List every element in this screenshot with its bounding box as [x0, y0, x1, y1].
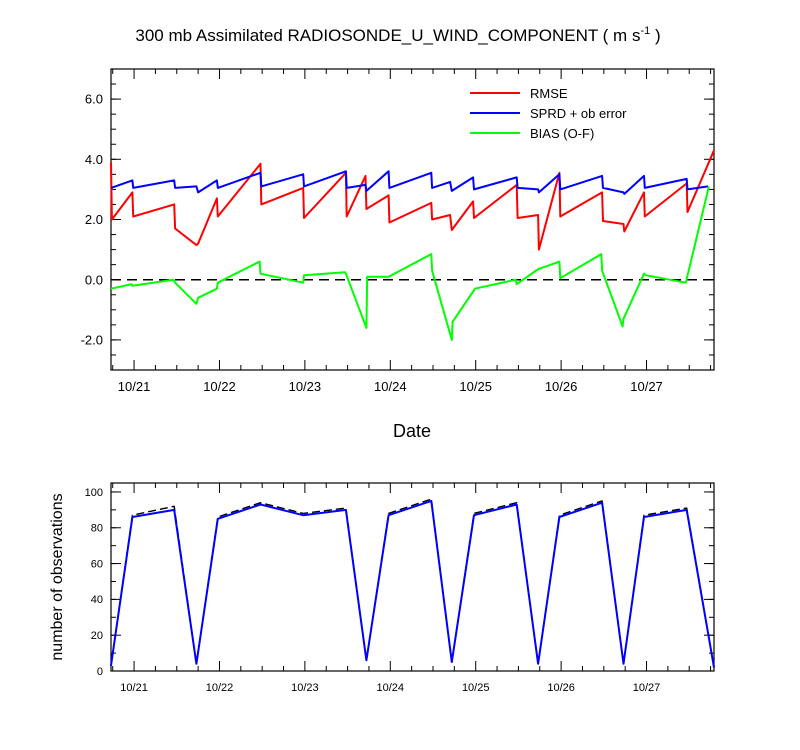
bottom-y-tick-label: 100	[85, 487, 103, 499]
top-chart: 10/21 10/22 10/23 10/24 10/25 10/26 10/27 -2.0 0…	[81, 68, 715, 394]
top-x-tick-label: 10/21	[118, 379, 151, 394]
legend-label: BIAS (O-F)	[530, 126, 594, 141]
top-chart-title: 300 mb Assimilated RADIOSONDE_U_WIND_COM…	[135, 25, 660, 45]
top-y-tick-label: 2.0	[85, 212, 103, 227]
top-chart-xlabel: Date	[393, 421, 431, 441]
bottom-y-tick-label: 60	[91, 558, 103, 570]
bottom-y-tick-label: 20	[91, 630, 103, 642]
bottom-x-tick-label: 10/22	[206, 682, 234, 694]
top-series-sprd-ob-error	[110, 170, 709, 195]
bottom-y-tick-label: 0	[97, 666, 103, 678]
legend-label: RMSE	[530, 86, 568, 101]
top-x-tick-label: 10/24	[374, 379, 407, 394]
top-x-tick-label: 10/27	[630, 379, 663, 394]
top-series-rmse	[110, 149, 715, 251]
bottom-y-tick-label: 80	[91, 523, 103, 535]
top-y-tick-label: -2.0	[81, 332, 103, 347]
bottom-x-tick-label: 10/27	[633, 682, 661, 694]
bottom-y-tick-label: 40	[91, 594, 103, 606]
bottom-x-tick-label: 10/24	[377, 682, 405, 694]
bottom-x-tick-label: 10/23	[291, 682, 319, 694]
bottom-x-tick-label: 10/25	[462, 682, 490, 694]
top-x-tick-label: 10/22	[203, 379, 236, 394]
bottom-x-tick-label: 10/21	[120, 682, 148, 694]
top-x-tick-label: 10/25	[459, 379, 492, 394]
top-x-tick-label: 10/26	[545, 379, 578, 394]
top-x-tick-label: 10/23	[289, 379, 322, 394]
legend-label: SPRD + ob error	[530, 106, 627, 121]
top-series-bias-o-f	[110, 186, 710, 341]
top-y-tick-label: 4.0	[85, 152, 103, 167]
bottom-series-possible-observations	[110, 498, 715, 668]
bottom-plot-frame	[110, 482, 715, 672]
bottom-x-tick-label: 10/26	[547, 682, 575, 694]
bottom-chart-ylabel: number of observations	[49, 493, 66, 660]
top-y-tick-label: 6.0	[85, 92, 103, 107]
bottom-chart: 10/21 10/22 10/23 10/24 10/25 10/26 10/27 0 20 40…	[85, 482, 715, 694]
bottom-series-assimilated-observations	[110, 499, 715, 668]
top-y-tick-label: 0.0	[85, 272, 103, 287]
